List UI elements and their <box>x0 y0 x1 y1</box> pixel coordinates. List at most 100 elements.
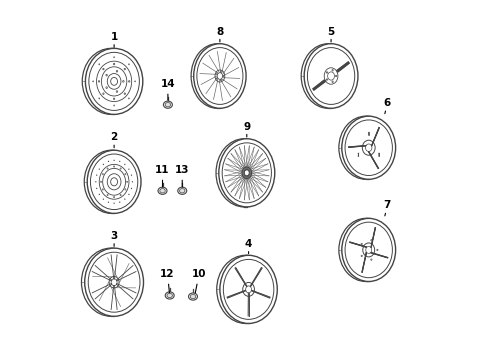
Ellipse shape <box>82 48 140 114</box>
Ellipse shape <box>194 48 240 104</box>
Ellipse shape <box>91 154 138 210</box>
Ellipse shape <box>377 249 378 251</box>
Text: 5: 5 <box>327 27 335 42</box>
Ellipse shape <box>132 181 133 182</box>
Ellipse shape <box>339 219 392 282</box>
Ellipse shape <box>217 255 274 323</box>
Ellipse shape <box>87 150 141 213</box>
Text: 8: 8 <box>216 27 223 42</box>
Ellipse shape <box>222 75 224 77</box>
Ellipse shape <box>194 44 246 108</box>
Ellipse shape <box>108 161 109 162</box>
Ellipse shape <box>106 74 107 76</box>
Ellipse shape <box>107 168 108 169</box>
Ellipse shape <box>128 98 129 99</box>
Ellipse shape <box>342 219 395 282</box>
Text: 2: 2 <box>110 132 118 148</box>
Ellipse shape <box>342 120 390 175</box>
Ellipse shape <box>190 294 196 299</box>
Ellipse shape <box>99 98 100 99</box>
Ellipse shape <box>220 260 270 319</box>
Ellipse shape <box>345 120 392 175</box>
Ellipse shape <box>371 239 372 241</box>
Ellipse shape <box>245 286 251 293</box>
Ellipse shape <box>128 64 129 65</box>
Ellipse shape <box>189 293 197 300</box>
Ellipse shape <box>216 139 272 207</box>
Text: 13: 13 <box>175 165 190 187</box>
Ellipse shape <box>89 52 139 111</box>
Ellipse shape <box>178 187 187 194</box>
Ellipse shape <box>332 81 333 82</box>
Ellipse shape <box>114 57 115 58</box>
Text: 14: 14 <box>161 78 175 100</box>
Ellipse shape <box>114 63 115 65</box>
Text: 11: 11 <box>155 165 170 187</box>
Ellipse shape <box>371 259 372 260</box>
Ellipse shape <box>122 81 124 82</box>
Ellipse shape <box>219 139 275 207</box>
Ellipse shape <box>102 189 103 190</box>
Ellipse shape <box>307 48 355 104</box>
Ellipse shape <box>124 93 125 94</box>
Ellipse shape <box>93 81 94 82</box>
Text: 12: 12 <box>160 269 175 293</box>
Ellipse shape <box>111 279 117 286</box>
Ellipse shape <box>336 75 337 77</box>
Ellipse shape <box>345 222 392 278</box>
Ellipse shape <box>301 44 355 108</box>
Ellipse shape <box>116 71 118 72</box>
Ellipse shape <box>197 48 243 104</box>
Ellipse shape <box>125 174 126 175</box>
Ellipse shape <box>164 101 172 108</box>
Ellipse shape <box>114 160 115 161</box>
Ellipse shape <box>220 79 221 81</box>
Ellipse shape <box>366 247 372 253</box>
Ellipse shape <box>160 189 165 193</box>
Ellipse shape <box>103 164 104 165</box>
Ellipse shape <box>120 168 121 169</box>
Text: 3: 3 <box>110 231 118 246</box>
Ellipse shape <box>120 194 121 196</box>
Ellipse shape <box>220 255 277 323</box>
Ellipse shape <box>223 260 274 319</box>
Ellipse shape <box>88 252 140 312</box>
Ellipse shape <box>100 181 101 183</box>
Ellipse shape <box>126 181 128 183</box>
Text: 7: 7 <box>384 201 391 216</box>
Ellipse shape <box>326 72 328 73</box>
Ellipse shape <box>128 194 129 195</box>
Ellipse shape <box>116 91 118 93</box>
Ellipse shape <box>99 64 100 65</box>
Ellipse shape <box>191 44 244 108</box>
Ellipse shape <box>220 143 269 203</box>
Ellipse shape <box>107 194 108 196</box>
Ellipse shape <box>366 144 372 152</box>
Ellipse shape <box>81 248 140 316</box>
Ellipse shape <box>361 243 362 245</box>
Ellipse shape <box>114 197 115 198</box>
Ellipse shape <box>339 116 392 179</box>
Text: 9: 9 <box>243 122 250 137</box>
Ellipse shape <box>106 87 107 89</box>
Ellipse shape <box>304 44 358 108</box>
Ellipse shape <box>217 78 218 79</box>
Ellipse shape <box>326 79 328 80</box>
Ellipse shape <box>245 170 249 176</box>
Ellipse shape <box>131 188 132 189</box>
Text: 1: 1 <box>110 32 118 47</box>
Ellipse shape <box>165 292 174 299</box>
Ellipse shape <box>361 255 362 257</box>
Ellipse shape <box>125 189 126 190</box>
Ellipse shape <box>158 187 167 194</box>
Ellipse shape <box>114 105 115 106</box>
Ellipse shape <box>332 69 333 71</box>
Ellipse shape <box>85 48 143 114</box>
Ellipse shape <box>86 52 136 111</box>
Ellipse shape <box>217 73 222 79</box>
Ellipse shape <box>88 154 135 210</box>
Ellipse shape <box>108 202 109 203</box>
Ellipse shape <box>217 73 218 74</box>
Ellipse shape <box>167 293 172 298</box>
Ellipse shape <box>84 150 138 213</box>
